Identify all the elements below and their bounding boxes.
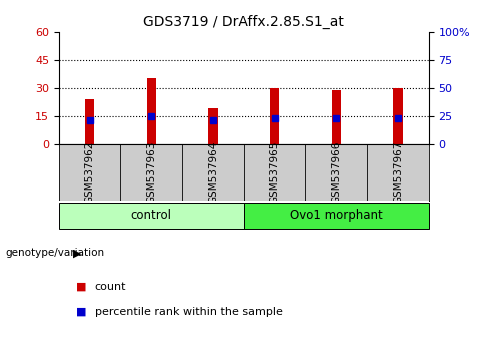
Text: Ovo1 morphant: Ovo1 morphant [290, 209, 383, 222]
Bar [147, 79, 156, 144]
Bar [393, 88, 403, 144]
Text: GSM537965: GSM537965 [270, 141, 280, 204]
Bar [208, 108, 218, 144]
Text: genotype/variation: genotype/variation [5, 248, 104, 258]
Text: GSM537964: GSM537964 [208, 141, 218, 204]
Bar [270, 88, 279, 144]
Title: GDS3719 / DrAffx.2.85.S1_at: GDS3719 / DrAffx.2.85.S1_at [144, 15, 344, 29]
Text: GSM537966: GSM537966 [331, 141, 341, 204]
Text: GSM537967: GSM537967 [393, 141, 403, 204]
Text: ■: ■ [76, 307, 86, 316]
Text: count: count [95, 282, 126, 292]
Text: control: control [131, 209, 172, 222]
Text: ■: ■ [76, 282, 86, 292]
Text: GSM537963: GSM537963 [147, 141, 156, 204]
Text: percentile rank within the sample: percentile rank within the sample [95, 307, 282, 316]
Bar [85, 99, 94, 144]
Text: ▶: ▶ [73, 249, 81, 258]
Bar [332, 90, 341, 144]
Text: GSM537962: GSM537962 [85, 141, 95, 204]
FancyBboxPatch shape [59, 203, 244, 229]
FancyBboxPatch shape [244, 203, 429, 229]
